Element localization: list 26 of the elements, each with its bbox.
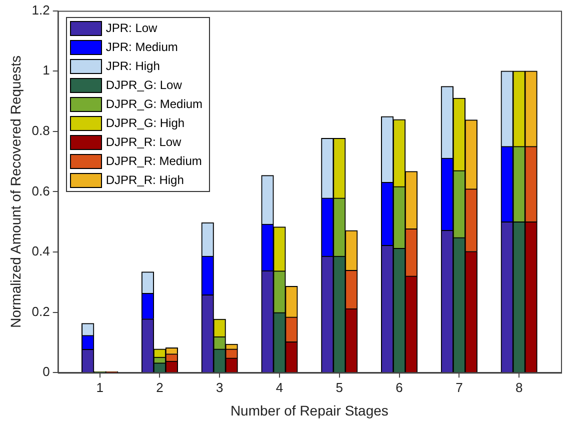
x-tick-label: 2 (156, 380, 164, 395)
legend-label: JPR: High (106, 58, 160, 75)
x-tick-label: 8 (515, 380, 523, 395)
x-axis-title: Number of Repair Stages (230, 402, 388, 418)
y-tick-label: 0.6 (32, 183, 50, 198)
legend-label: DJPR_G: High (106, 114, 185, 132)
y-tick-label: 1 (42, 62, 50, 78)
y-tick-label: 0.2 (32, 304, 50, 319)
x-tick-label: 3 (216, 380, 224, 395)
legend-label: DJPR_G: Medium (106, 96, 203, 113)
x-tick-label: 4 (276, 380, 284, 395)
y-tick-label: 0.4 (32, 244, 50, 259)
x-tick-label: 6 (396, 380, 403, 395)
legend-label: DJPR_R: Low (106, 134, 182, 151)
y-tick-label: 0 (42, 364, 50, 380)
x-tick-label: 7 (456, 380, 463, 395)
y-tick-label: 1.2 (32, 2, 50, 18)
x-tick-label: 1 (96, 380, 104, 395)
legend-label: DJPR_R: High (106, 172, 184, 189)
y-axis-title: Normalized Amount of Recovered Requests (7, 56, 24, 328)
x-tick-label: 5 (336, 380, 343, 395)
legend-label: DJPR_G: Low (106, 76, 182, 94)
y-tick-label: 0.8 (32, 122, 50, 138)
legend-label: DJPR_R: Medium (106, 152, 202, 170)
legend-label: JPR: Medium (106, 38, 178, 56)
legend-label: JPR: Low (106, 20, 158, 37)
